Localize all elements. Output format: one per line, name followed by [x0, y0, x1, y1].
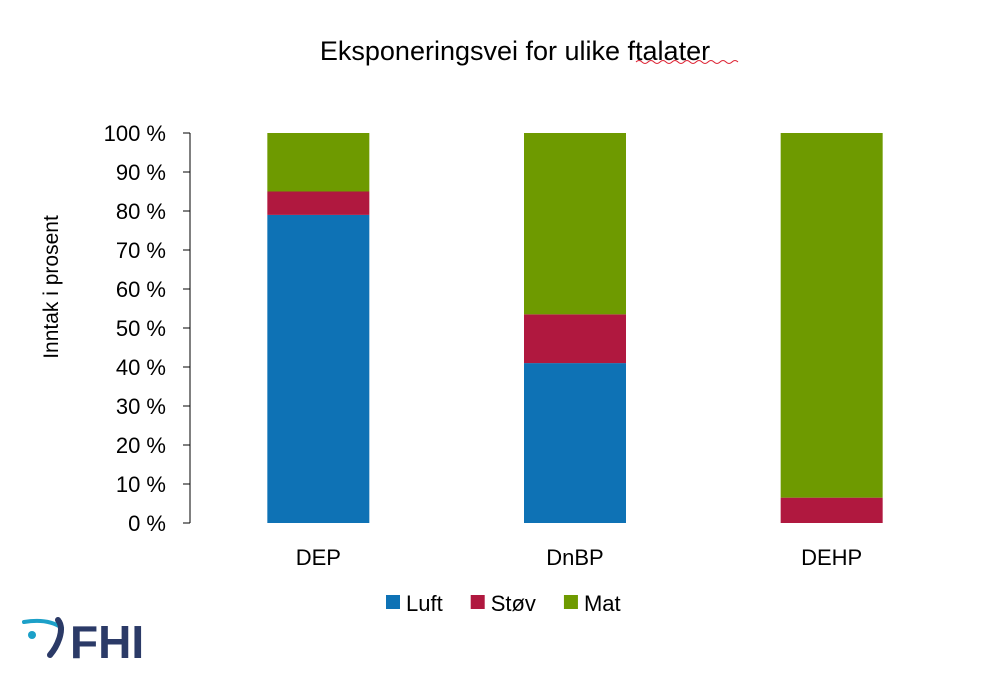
y-axis: 0 % 10 % 20 % 30 % 40 % 50 % 60 % 70 % 80 % 90 % 1…	[104, 121, 190, 536]
y-tick-label: 50 %	[116, 316, 166, 341]
logo-figure-icon	[47, 617, 64, 658]
y-axis-title: Inntak i prosent	[40, 215, 63, 359]
bar-dep-støv	[267, 191, 370, 215]
logo-dot	[28, 631, 36, 639]
y-tick-label: 60 %	[116, 277, 166, 302]
fhi-logo: FHI	[22, 616, 144, 668]
legend-swatch-støv	[470, 595, 485, 609]
x-axis: DEP DnBP DEHP	[296, 545, 863, 570]
legend-label-mat: Mat	[584, 591, 621, 616]
x-tick-label: DEHP	[801, 545, 862, 570]
x-tick-label: DnBP	[546, 545, 603, 570]
legend-swatch-mat	[563, 595, 578, 609]
logo-text: FHI	[70, 616, 144, 668]
legend-label-støv: Støv	[491, 591, 536, 616]
legend: Luft Støv Mat	[386, 591, 621, 616]
chart-title: Eksponeringsvei for ulike ftalater	[320, 36, 710, 66]
y-tick-label: 10 %	[116, 472, 166, 497]
y-tick-label: 90 %	[116, 160, 166, 185]
y-tick-label: 20 %	[116, 433, 166, 458]
y-tick-label: 100 %	[104, 121, 166, 146]
bar-dnbp-støv	[524, 314, 626, 364]
bar-dep-luft	[267, 214, 370, 523]
bar-dnbp-mat	[524, 133, 626, 315]
legend-label-luft: Luft	[406, 591, 443, 616]
spellcheck-underline	[635, 60, 739, 64]
y-tick-label: 30 %	[116, 394, 166, 419]
y-tick-label: 70 %	[116, 238, 166, 263]
y-tick-label: 40 %	[116, 355, 166, 380]
bar-dnbp-luft	[524, 363, 626, 523]
y-tick-label: 80 %	[116, 199, 166, 224]
x-tick-label: DEP	[296, 545, 341, 570]
legend-swatch-luft	[386, 595, 400, 609]
bar-dehp-støv	[780, 497, 883, 523]
bar-dehp-mat	[780, 133, 883, 498]
y-tick-label: 0 %	[128, 511, 166, 536]
bar-dep-mat	[267, 133, 370, 192]
plot-area	[267, 133, 883, 523]
